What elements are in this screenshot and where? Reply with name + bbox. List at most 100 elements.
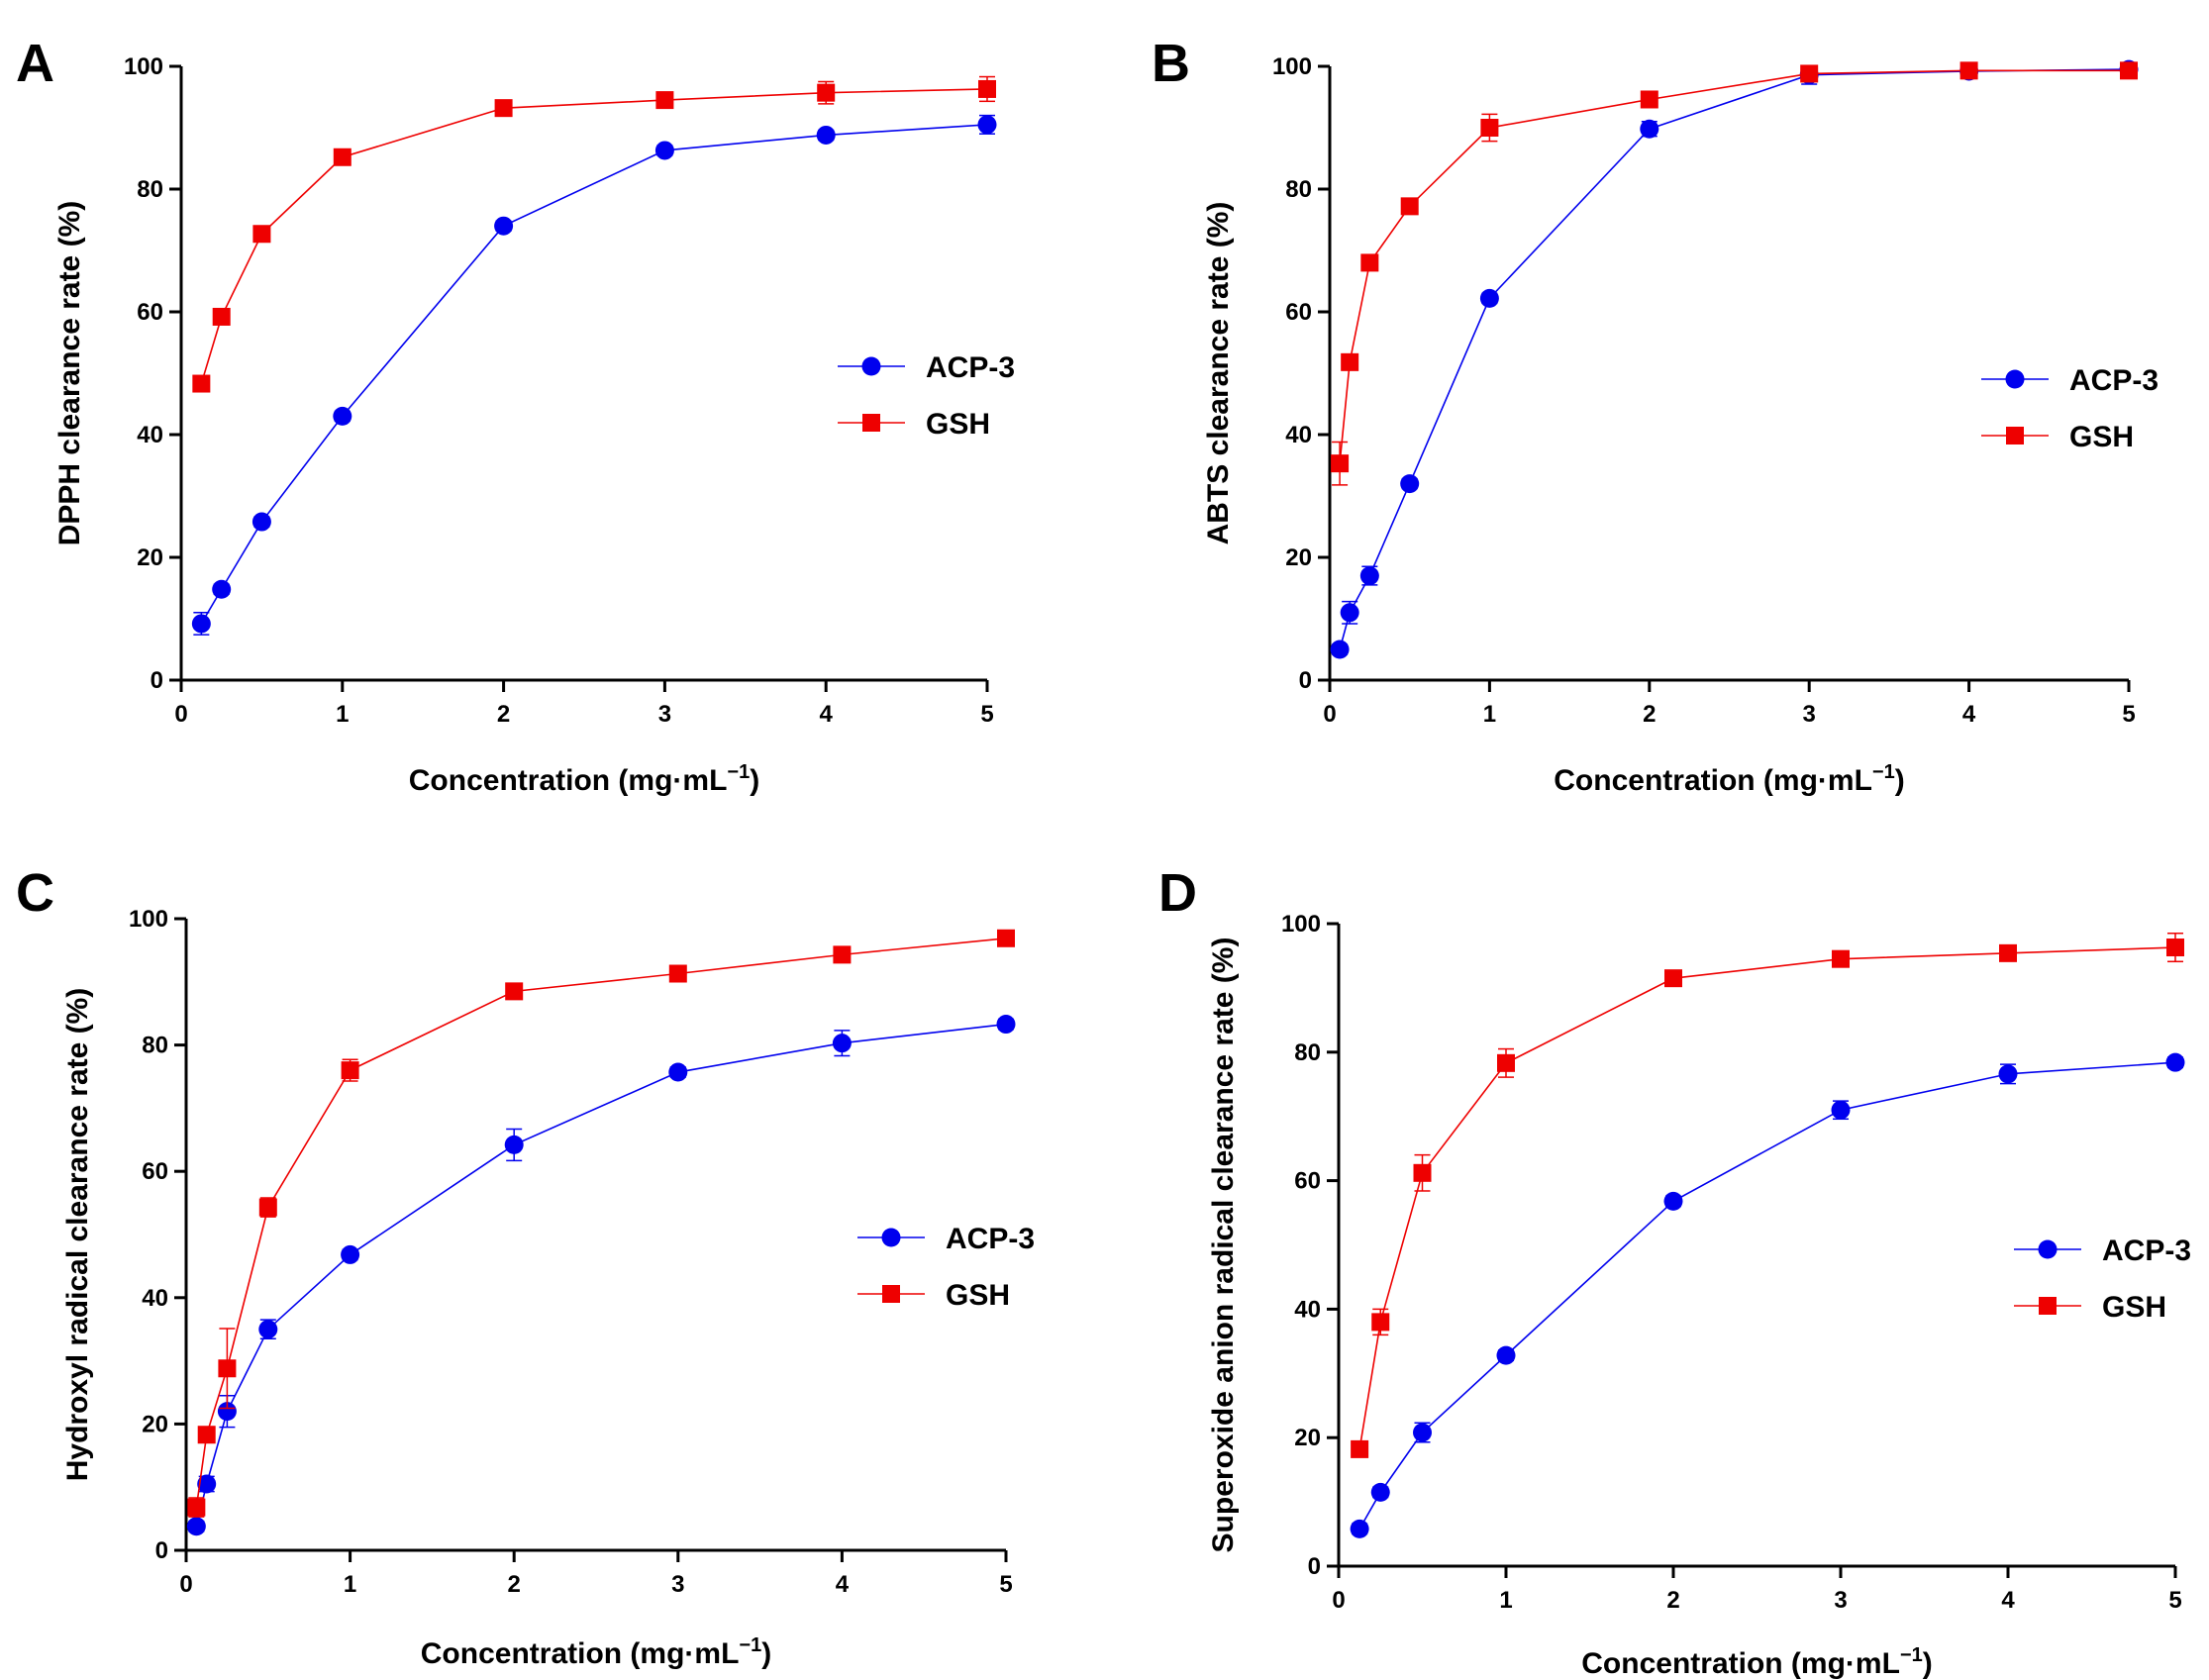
- data-point: [1831, 1100, 1851, 1120]
- data-point: [1360, 253, 1379, 272]
- y-tick-label: 0: [1308, 1553, 1321, 1580]
- data-point: [1480, 119, 1499, 137]
- legend: ACP-3 GSH: [857, 1223, 1035, 1312]
- data-point: [1331, 454, 1350, 473]
- x-axis-title-superscript: −1: [727, 761, 750, 783]
- y-tick-label: 20: [142, 1411, 168, 1437]
- chart-panel-c: C 0 20 40 60 80 100 0 1 2 3 4 5 Concentration (mg·mL−…: [16, 863, 1035, 1670]
- data-point: [1497, 1053, 1515, 1072]
- x-tick-label: 1: [344, 1571, 356, 1598]
- x-axis-title: Concentration (mg·mL−1): [421, 1634, 771, 1670]
- data-point: [1370, 1482, 1390, 1502]
- data-point: [1959, 61, 1978, 80]
- series-gsh: [1351, 932, 2184, 1458]
- data-point: [1400, 474, 1420, 494]
- legend-label-acp-3: ACP-3: [2069, 364, 2159, 397]
- data-point: [817, 83, 836, 102]
- data-point: [1999, 943, 2017, 962]
- legend-marker: [881, 1228, 901, 1247]
- y-axis-title: DPPH clearance rate (%): [53, 201, 86, 546]
- series-gsh: [192, 75, 996, 393]
- x-tick-label: 4: [1962, 701, 1976, 728]
- x-tick-label: 1: [336, 701, 349, 728]
- series-line: [195, 937, 1007, 1508]
- series-acp-3: [191, 114, 997, 636]
- data-point: [1663, 1191, 1683, 1211]
- y-tick-label: 60: [137, 299, 163, 326]
- series-gsh: [187, 929, 1015, 1518]
- x-axis-title-close: ): [1923, 1647, 1933, 1680]
- y-axis-title: Superoxide anion radical clearance rate …: [1207, 938, 1240, 1553]
- legend-label-acp-3: ACP-3: [946, 1223, 1035, 1255]
- x-tick-label: 3: [1834, 1587, 1847, 1614]
- x-axis-title-main: Concentration (mg·mL: [1581, 1647, 1900, 1680]
- data-point: [1340, 603, 1359, 623]
- x-axis-title-superscript: −1: [739, 1634, 761, 1656]
- x-tick-label: 0: [1323, 701, 1336, 728]
- chart-panel-a: A 0 20 40 60 80 100 0 1 2 3 4 5 Concentration (mg·mL−…: [16, 34, 1015, 797]
- data-point: [833, 945, 852, 964]
- y-tick-label: 0: [1299, 667, 1312, 694]
- y-tick-label: 60: [1285, 299, 1312, 326]
- x-tick-label: 5: [2122, 701, 2135, 728]
- data-point: [1350, 1519, 1369, 1538]
- data-point: [996, 1015, 1016, 1035]
- data-point: [816, 125, 836, 145]
- data-point: [212, 579, 232, 599]
- data-point: [217, 1402, 237, 1422]
- legend-marker: [862, 414, 880, 432]
- x-tick-label: 2: [508, 1571, 521, 1598]
- data-point: [1800, 64, 1819, 83]
- legend-marker: [861, 356, 881, 376]
- series-acp-3: [1350, 1052, 2185, 1538]
- series-line: [200, 88, 988, 384]
- data-point: [1496, 1345, 1516, 1365]
- legend: ACP-3 GSH: [2014, 1235, 2191, 1324]
- y-tick-label: 100: [1272, 53, 1312, 80]
- x-axis-title-superscript: −1: [1872, 761, 1895, 783]
- x-axis-title-close: ): [761, 1637, 771, 1670]
- x-tick-label: 5: [980, 701, 993, 728]
- series-acp-3: [186, 1015, 1016, 1536]
- data-point: [197, 1474, 217, 1494]
- data-point: [212, 307, 231, 326]
- x-axis-title-close: ): [750, 764, 759, 797]
- y-tick-label: 80: [137, 176, 163, 203]
- series-line: [200, 124, 988, 625]
- legend-label-gsh: GSH: [946, 1279, 1010, 1312]
- legend-marker: [2006, 427, 2024, 445]
- series-line: [1358, 1061, 2176, 1530]
- legend-label-gsh: GSH: [926, 408, 990, 441]
- data-point: [1400, 197, 1419, 216]
- data-point: [1479, 288, 1499, 308]
- y-axis-title: Hydroxyl radical clearance rate (%): [61, 988, 94, 1482]
- data-point: [341, 1244, 360, 1264]
- y-axis-title: ABTS clearance rate (%): [1202, 202, 1235, 545]
- data-point: [505, 982, 524, 1001]
- y-tick-label: 20: [137, 544, 163, 571]
- data-point: [977, 115, 997, 135]
- chart-panel-b: B 0 20 40 60 80 100 0 1 2 3 4 5 Concentration (mg·mL−…: [1152, 34, 2159, 797]
- x-tick-label: 2: [1643, 701, 1656, 728]
- y-tick-label: 100: [1281, 911, 1321, 938]
- data-point: [1832, 949, 1850, 968]
- data-point: [192, 374, 211, 393]
- data-point: [252, 225, 271, 244]
- x-tick-label: 1: [1483, 701, 1496, 728]
- y-tick-label: 80: [1285, 176, 1312, 203]
- series-gsh: [1331, 61, 2138, 486]
- data-point: [997, 929, 1015, 947]
- series-line: [195, 1023, 1007, 1527]
- series-line: [1339, 68, 2130, 650]
- data-point: [191, 614, 211, 634]
- legend-marker: [2005, 369, 2025, 389]
- data-point: [494, 99, 513, 118]
- y-tick-label: 60: [142, 1158, 168, 1185]
- data-point: [504, 1135, 524, 1154]
- data-point: [2166, 939, 2184, 957]
- legend-label-acp-3: ACP-3: [926, 351, 1015, 384]
- x-axis-title-main: Concentration (mg·mL: [1554, 764, 1872, 797]
- x-tick-label: 0: [1332, 1587, 1345, 1614]
- x-tick-label: 2: [497, 701, 510, 728]
